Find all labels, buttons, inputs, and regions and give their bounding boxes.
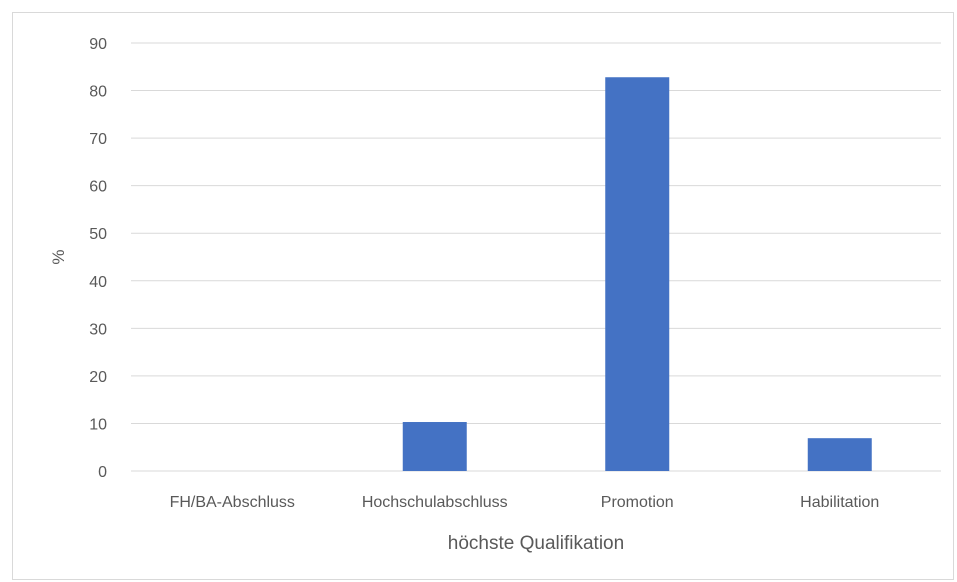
y-tick-label: 50	[89, 226, 107, 243]
category-label: Promotion	[601, 494, 674, 511]
category-label: Hochschulabschluss	[362, 494, 508, 511]
y-tick-label: 60	[89, 179, 107, 196]
category-label: FH/BA-Abschluss	[170, 494, 295, 511]
y-tick-label: 0	[98, 464, 107, 481]
y-tick-label: 20	[89, 369, 107, 386]
y-tick-label: 10	[89, 416, 107, 433]
gridlines	[131, 42, 941, 472]
bar	[605, 77, 670, 472]
chart-frame	[12, 12, 954, 580]
bar	[402, 422, 467, 471]
bars	[402, 77, 872, 472]
y-tick-label: 70	[89, 131, 107, 148]
y-axis-ticks: 0 10 20 30 40 50 60 70 80 90	[89, 36, 107, 481]
y-axis-title: %	[49, 249, 68, 264]
y-tick-label: 90	[89, 36, 107, 53]
category-label: Habilitation	[800, 494, 879, 511]
y-tick-label: 80	[89, 84, 107, 101]
x-axis-categories: FH/BA-Abschluss Hochschulabschluss Promoti…	[170, 494, 880, 511]
x-axis-title: höchste Qualifikation	[448, 533, 624, 554]
bar	[807, 438, 872, 471]
y-tick-label: 30	[89, 321, 107, 338]
y-tick-label: 40	[89, 274, 107, 291]
